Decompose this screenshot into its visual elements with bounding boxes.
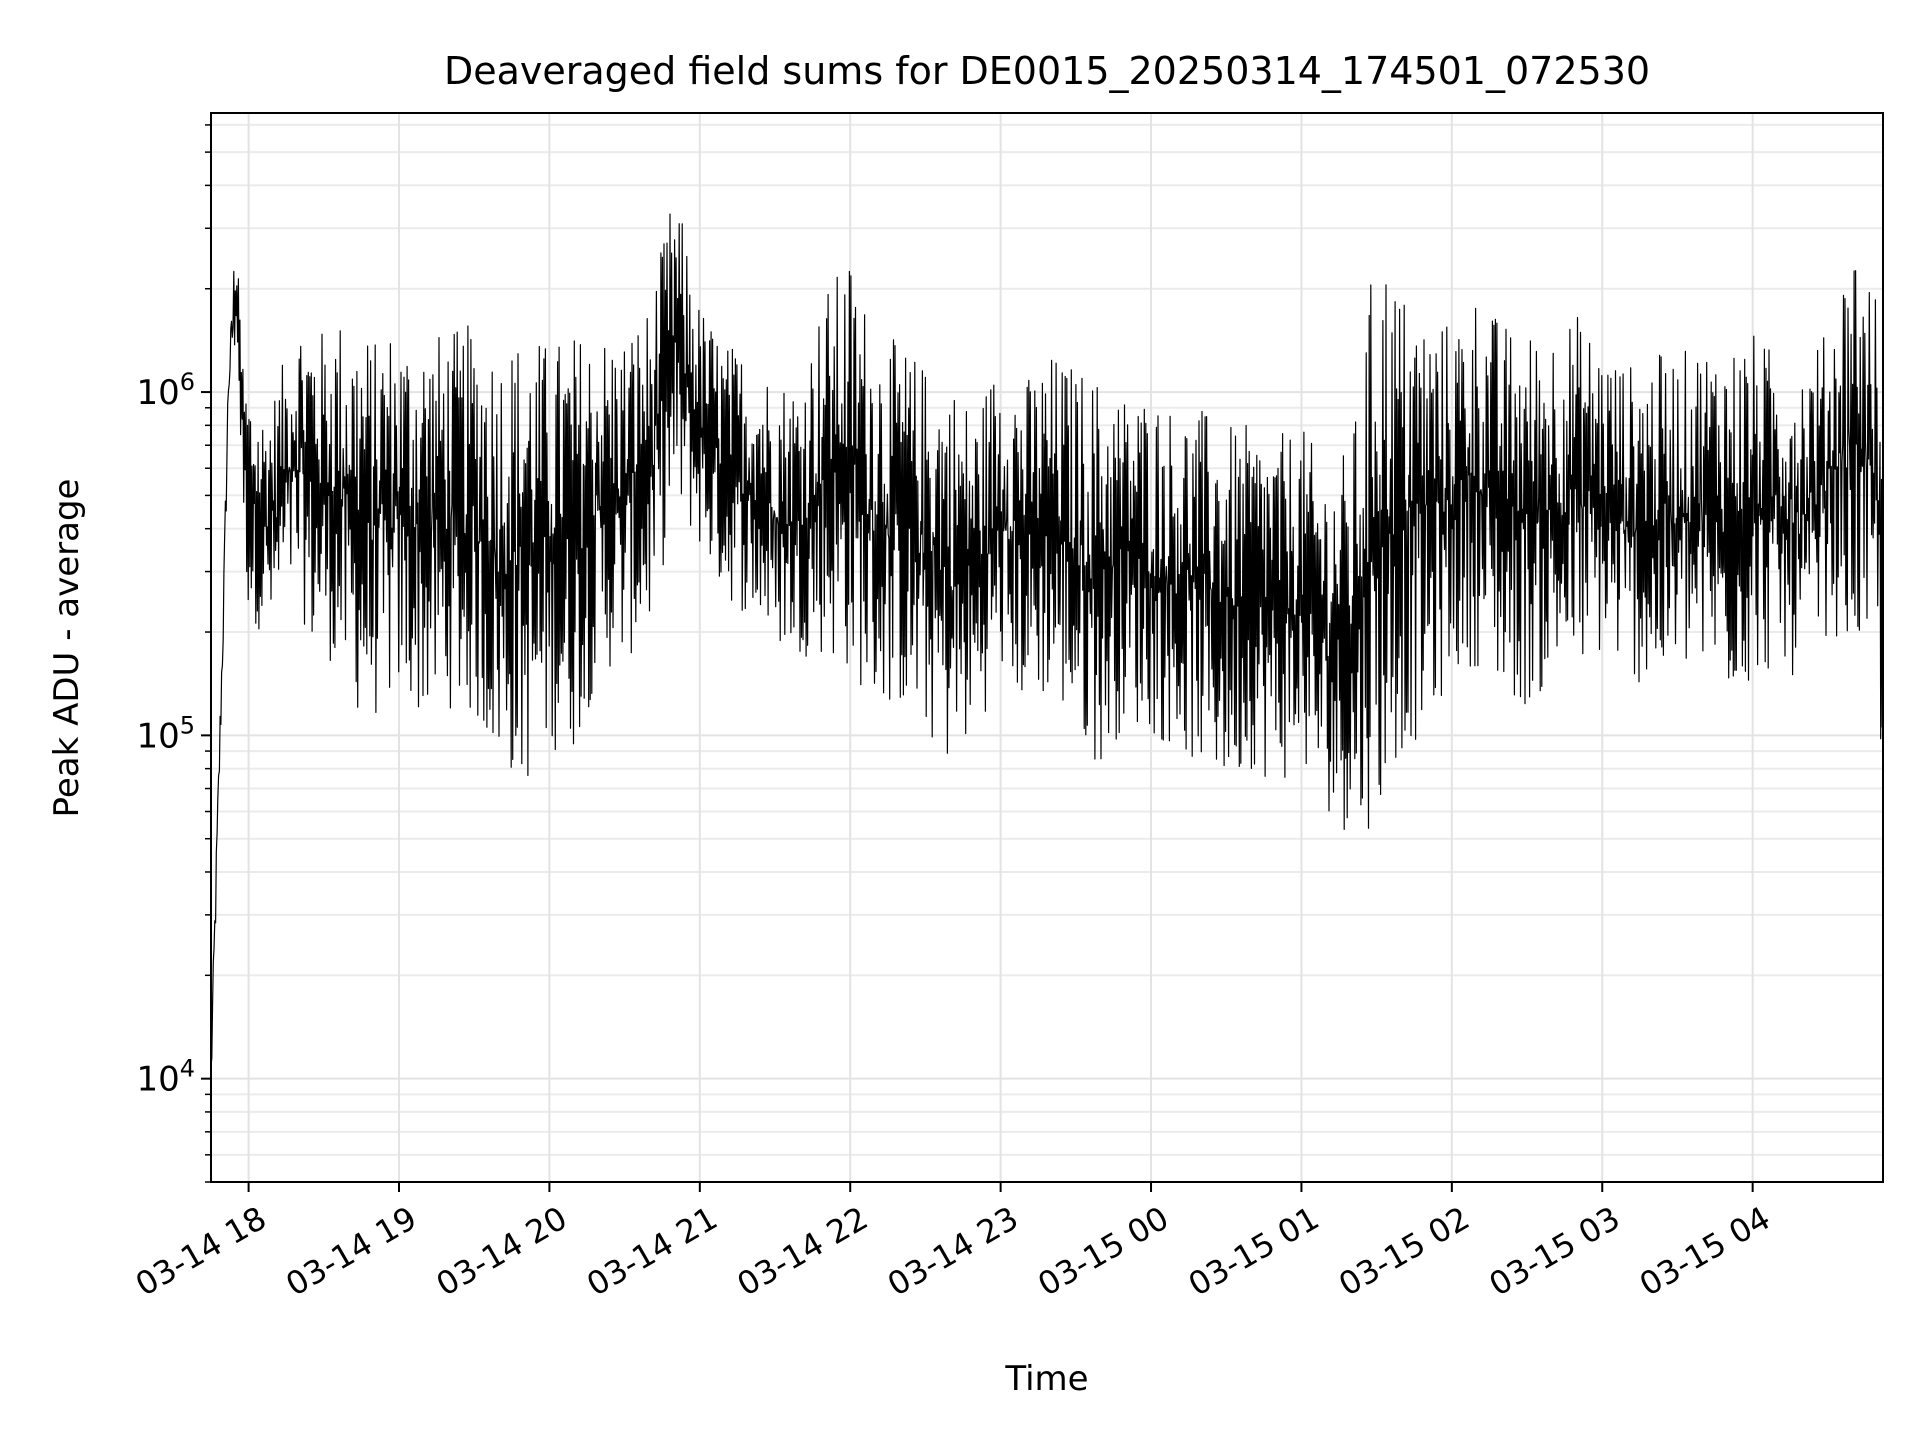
x-tick-label: 03-15 04 [1633,1199,1777,1304]
plot-frame [210,112,1884,1183]
y-tick-label: 105 [136,711,195,756]
y-axis: 104 105 106 [136,124,211,1183]
x-axis: 03-14 18 03-14 19 03-14 20 03-14 21 03-14 22… [129,1182,1777,1304]
chart-title: Deaveraged field sums for DE0015_2025031… [444,49,1650,93]
series-line [210,213,1884,1067]
y-axis-label: Peak ADU - average [47,479,87,818]
x-tick-label: 03-15 03 [1483,1199,1627,1304]
x-tick-label: 03-14 21 [580,1199,724,1304]
x-tick-label: 03-14 18 [129,1199,273,1304]
x-tick-label: 03-15 00 [1031,1199,1175,1304]
x-tick-label: 03-14 19 [279,1199,423,1304]
x-tick-label: 03-14 23 [881,1199,1025,1304]
x-tick-label: 03-14 20 [430,1199,574,1304]
grid-lines [211,113,1883,1183]
y-tick-label: 106 [136,368,195,413]
x-tick-label: 03-15 02 [1332,1199,1476,1304]
series-line-group [210,213,1884,1067]
x-tick-label: 03-14 22 [731,1199,875,1304]
y-tick-label: 104 [136,1055,195,1100]
x-tick-label: 03-15 01 [1182,1199,1326,1304]
x-axis-label: Time [1004,1359,1088,1399]
